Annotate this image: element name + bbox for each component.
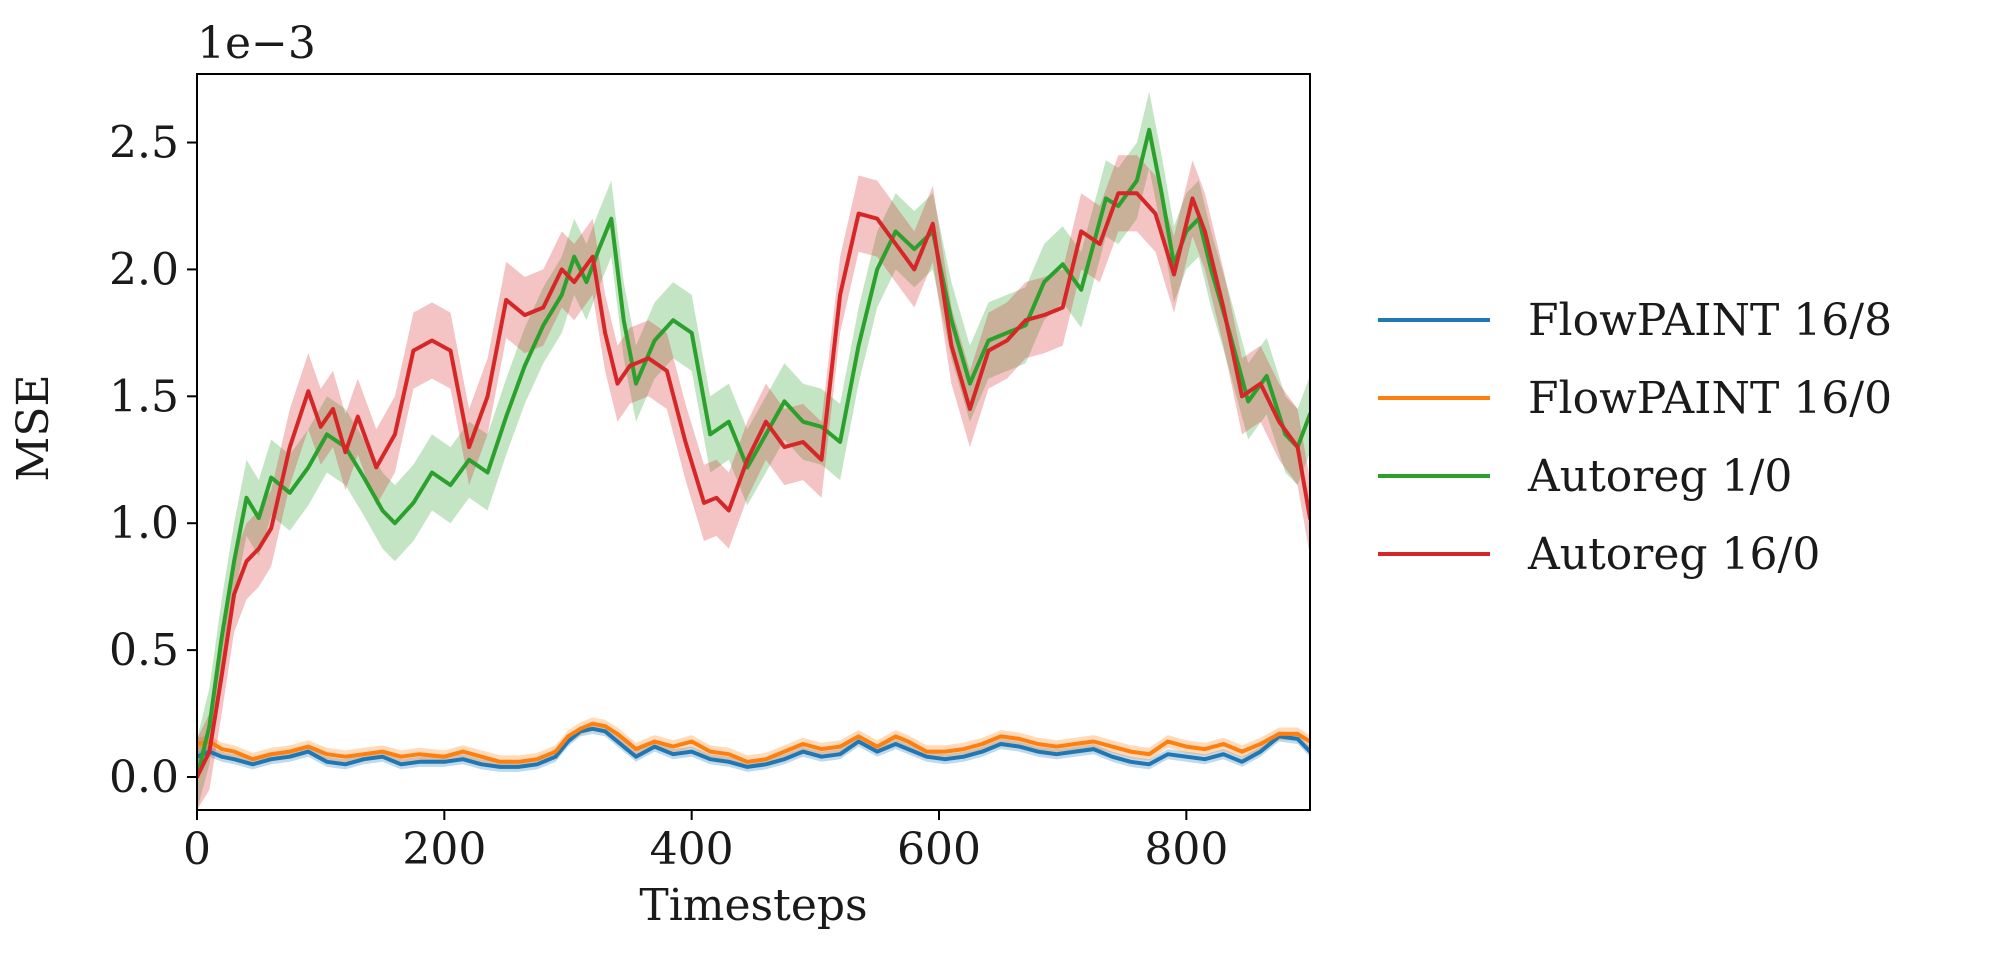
x-tick-label: 200	[402, 824, 486, 875]
line-autoreg-1-0	[197, 127, 1310, 779]
legend-item-autoreg-1-0: Autoreg 1/0	[1378, 451, 1792, 502]
series-lines	[197, 127, 1310, 779]
y-tick-label: 0.5	[109, 625, 179, 676]
y-tick-label: 1.5	[109, 371, 179, 422]
legend-label: FlowPAINT 16/8	[1528, 295, 1892, 346]
x-axis-title: Timesteps	[639, 880, 867, 931]
line-flowpaint-16-0	[197, 721, 1310, 764]
y-axis-offset-label: 1e−3	[197, 18, 316, 69]
y-tick-label: 2.5	[109, 118, 179, 169]
legend-item-flowpaint-16-0: FlowPAINT 16/0	[1378, 373, 1892, 424]
legend-label: FlowPAINT 16/0	[1528, 373, 1892, 424]
y-tick-label: 1.0	[109, 498, 179, 549]
x-tick-label: 0	[183, 824, 211, 875]
plot-area-frame	[196, 73, 1311, 811]
legend: FlowPAINT 16/8 FlowPAINT 16/0 Autoreg 1/0 A…	[1378, 295, 1892, 580]
legend-item-flowpaint-16-8: FlowPAINT 16/8	[1378, 295, 1892, 346]
x-axis: 0 200 400 600 800	[183, 810, 1228, 875]
y-axis: 0.0 0.5 1.0 1.5 2.0 2.5	[109, 118, 197, 803]
x-tick-label: 600	[897, 824, 981, 875]
legend-item-autoreg-16-0: Autoreg 16/0	[1378, 529, 1820, 580]
x-tick-label: 800	[1144, 824, 1228, 875]
legend-label: Autoreg 1/0	[1527, 451, 1792, 502]
y-tick-label: 0.0	[109, 752, 179, 803]
line-flowpaint-16-8	[197, 726, 1310, 769]
line-autoreg-16-0	[197, 191, 1310, 779]
legend-label: Autoreg 16/0	[1527, 529, 1820, 580]
y-axis-title: MSE	[8, 374, 59, 481]
x-tick-label: 400	[650, 824, 734, 875]
band-flowpaint-16-8	[197, 723, 1310, 772]
y-tick-label: 2.0	[109, 244, 179, 295]
